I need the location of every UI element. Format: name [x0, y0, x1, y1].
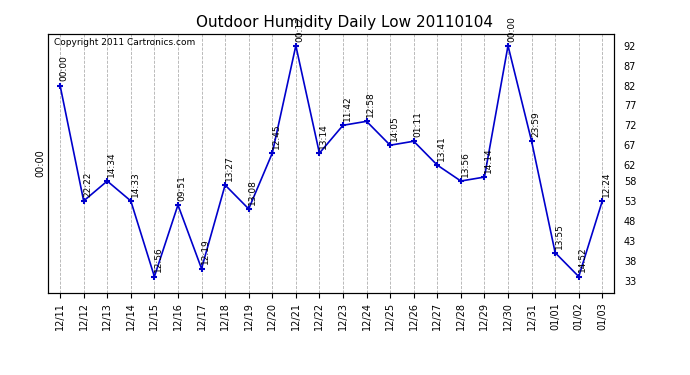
Text: 12:19: 12:19 [201, 239, 210, 264]
Text: 12:58: 12:58 [366, 92, 375, 117]
Text: 13:55: 13:55 [555, 223, 564, 249]
Text: 00:00: 00:00 [508, 16, 517, 42]
Text: 13:41: 13:41 [437, 135, 446, 161]
Text: 13:27: 13:27 [225, 155, 234, 181]
Text: 00:12: 00:12 [295, 16, 304, 42]
Text: Outdoor Humidity Daily Low 20110104: Outdoor Humidity Daily Low 20110104 [197, 15, 493, 30]
Text: 11:42: 11:42 [343, 96, 352, 121]
Text: 12:24: 12:24 [602, 171, 611, 197]
Text: 13:14: 13:14 [319, 123, 328, 149]
Text: 01:11: 01:11 [413, 111, 422, 137]
Text: 22:22: 22:22 [83, 171, 92, 197]
Text: 14:14: 14:14 [484, 147, 493, 173]
Text: 09:51: 09:51 [177, 175, 186, 201]
Text: 23:59: 23:59 [531, 111, 540, 137]
Text: 14:05: 14:05 [390, 115, 399, 141]
Text: 13:56: 13:56 [460, 151, 469, 177]
Text: 00:00: 00:00 [60, 56, 69, 81]
Text: Copyright 2011 Cartronics.com: Copyright 2011 Cartronics.com [54, 38, 195, 46]
Y-axis label: 00:00: 00:00 [35, 149, 46, 177]
Text: 13:08: 13:08 [248, 179, 257, 205]
Text: 14:52: 14:52 [578, 247, 587, 272]
Text: 12:45: 12:45 [272, 123, 281, 149]
Text: 14:34: 14:34 [107, 151, 116, 177]
Text: 12:56: 12:56 [154, 247, 163, 272]
Text: 14:33: 14:33 [130, 171, 139, 197]
